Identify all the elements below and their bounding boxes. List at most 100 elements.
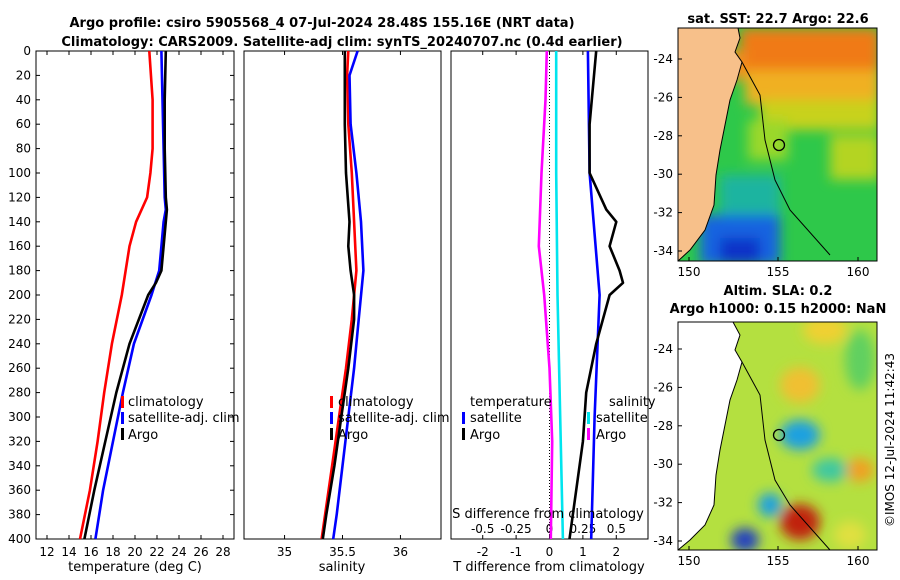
depth-tick-label: 400 [8,532,31,546]
temperature-xlabel: temperature (deg C) [68,560,202,575]
x-tick-label: 16 [83,545,98,559]
temperature-lines [78,50,169,540]
difference-legend-salinity: salinity satellite Argo [587,395,656,443]
legend-temperature-title: temperature [470,395,552,410]
depth-tick-label: 320 [8,434,31,448]
sla-lon-labels: 150 155 160 [678,546,869,568]
argo-position-marker [772,428,786,442]
salinity-legend: climatology satellite-adj. clim Argo [330,395,450,443]
series-line-t-argo [568,50,625,540]
legend-s-satellite: satellite [596,411,648,426]
depth-tick-label: 20 [16,68,31,82]
s-difference-tick-labels: -0.5-0.2500.250.5 [471,522,626,536]
depth-tick-label: 100 [8,166,31,180]
temperature-legend: climatology satellite-adj. clim Argo [121,395,240,443]
x-tick-label: 0 [546,545,554,559]
lat-tick-label: -26 [653,380,673,394]
depth-tick-label: 0 [23,44,31,58]
lon-tick-label: 160 [847,265,870,279]
depth-tick-label: 80 [16,142,31,156]
sla-lat-labels: -24 -26 -28 -30 -32 -34 [653,342,682,548]
depth-tick-label: 380 [8,508,31,522]
s-difference-xlabel: S difference from climatology [452,507,644,522]
lat-tick-label: -34 [653,534,673,548]
figure-title-line2: Climatology: CARS2009. Satellite-adj cli… [61,35,622,50]
lon-tick-label: 155 [767,554,790,568]
salinity-panel: 35 35.5 36 salinity climatology satellite-… [243,50,450,575]
lat-tick-label: -30 [653,457,673,471]
depth-tick-label: 40 [16,93,31,107]
s-diff-tick-label: 0.25 [570,522,597,536]
lat-tick-label: -32 [653,206,673,220]
x-tick-label: 26 [193,545,208,559]
legend-satellite: satellite-adj. clim [338,411,450,426]
sla-field [678,322,877,550]
sla-map-title-line1: Altim. SLA: 0.2 [724,284,833,299]
lat-tick-label: -32 [653,496,673,510]
legend-t-argo: Argo [470,428,500,443]
x-tick-label: 18 [105,545,120,559]
legend-satellite-swatch [330,412,333,424]
series-line-s-satellite [554,51,565,540]
legend-argo-swatch [330,428,333,440]
depth-tick-label: 300 [8,410,31,424]
lat-tick-label: -30 [653,167,673,181]
x-tick-label: -1 [510,545,522,559]
x-tick-label: 14 [61,545,76,559]
legend-climatology-swatch [121,396,124,408]
sst-field [678,28,877,261]
depth-tick-label: 220 [8,312,31,326]
legend-salinity-title: salinity [609,395,656,410]
legend-s-argo: Argo [596,428,626,443]
argo-position-marker [772,138,786,152]
x-tick-label: -2 [477,545,489,559]
salinity-tick-labels: 35 35.5 36 [277,51,408,559]
difference-lines [537,50,625,540]
x-tick-label: 28 [215,545,230,559]
legend-s-argo-swatch [587,428,590,440]
depth-tick-label: 240 [8,337,31,351]
sst-lon-labels: 150 155 160 [678,257,870,279]
x-tick-label: 22 [149,545,164,559]
depth-tick-label: 180 [8,264,31,278]
depth-tick-label: 120 [8,190,31,204]
legend-t-satellite-swatch [462,412,465,424]
depth-tick-label: 140 [8,215,31,229]
temperature-axes [35,50,235,540]
x-tick-label: 20 [127,545,142,559]
legend-argo: Argo [128,428,158,443]
sst-map-title: sat. SST: 22.7 Argo: 22.6 [687,12,868,27]
s-diff-tick-label: 0.5 [607,522,626,536]
lat-tick-label: -26 [653,90,673,104]
depth-tick-label: 360 [8,483,31,497]
series-line-argo [83,50,169,540]
legend-climatology: climatology [128,395,204,410]
series-line-argo [321,51,356,540]
legend-t-satellite: satellite [470,411,522,426]
legend-argo-swatch [121,428,124,440]
sst-map: sat. SST: 22.7 Argo: 22.6 -24 -26 -28 -30 -3… [653,12,878,279]
legend-climatology: climatology [338,395,414,410]
depth-tick-label: 200 [8,288,31,302]
lat-tick-label: -24 [653,342,673,356]
series-line-satellite-adj-clim [331,50,365,540]
s-diff-tick-label: -0.25 [501,522,532,536]
t-difference-xlabel: T difference from climatology [452,560,645,575]
temperature-panel: 0204060801001201401601802002202402602803… [8,44,648,575]
depth-tick-label: 280 [8,386,31,400]
x-tick-label: 36 [393,545,408,559]
x-tick-label: 35 [277,545,292,559]
lat-tick-label: -28 [653,419,673,433]
difference-legend-temperature: temperature satellite Argo [462,395,552,443]
sla-map: Altim. SLA: 0.2 Argo h1000: 0.15 h2000: … [653,284,886,568]
figure-title-line1: Argo profile: csiro 5905568_4 07-Jul-202… [69,16,574,31]
depth-tick-label: 60 [16,117,31,131]
lon-tick-label: 150 [678,265,701,279]
salinity-xlabel: salinity [319,560,366,575]
x-tick-label: 35.5 [329,545,356,559]
x-tick-label: 2 [612,545,620,559]
lon-tick-label: 150 [678,554,701,568]
series-line-climatology [78,50,154,540]
